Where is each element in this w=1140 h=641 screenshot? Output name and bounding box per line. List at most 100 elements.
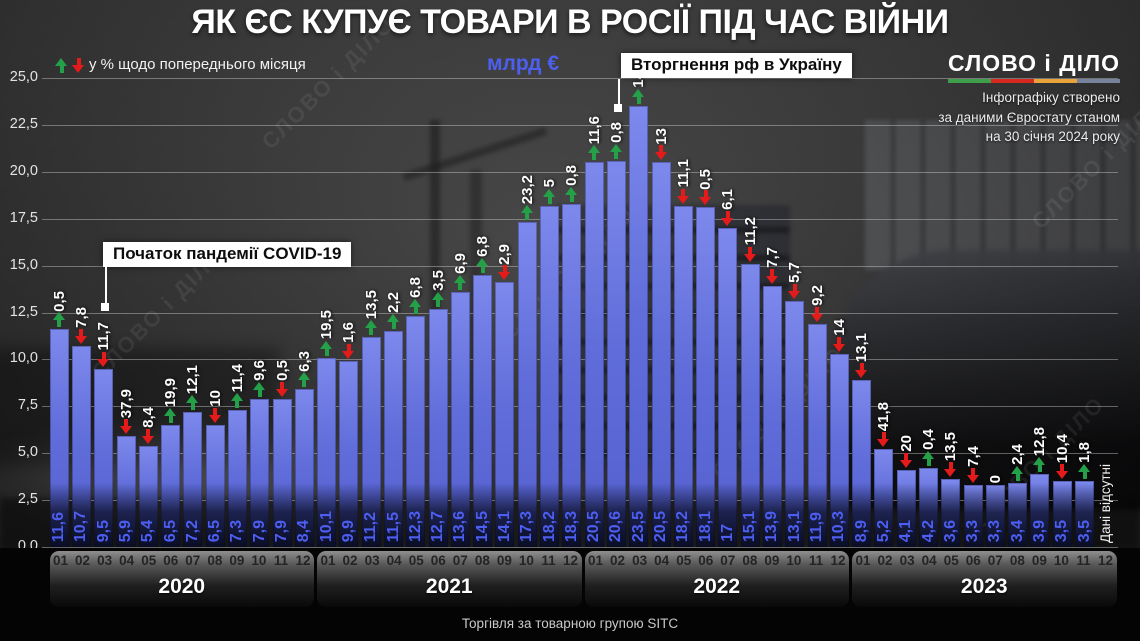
pct-change-text: 2,4 — [1009, 444, 1027, 466]
bar-2022-05 — [673, 205, 693, 548]
bar-2021-10 — [517, 222, 537, 547]
bar-2020-09 — [227, 410, 247, 547]
pct-legend: у % щодо попереднього місяця — [55, 56, 306, 73]
pct-change-2021-03: 13,5 — [361, 290, 381, 335]
value-label-2020-08: 6,5 — [206, 519, 224, 542]
month-label: 05 — [141, 553, 157, 568]
no-data-label: Дані відсутні — [1097, 463, 1113, 543]
pct-change-2021-01: 19,5 — [317, 310, 337, 356]
value-label-2023-11: 3,5 — [1075, 519, 1093, 542]
value-label-2020-12: 8,4 — [295, 519, 313, 542]
pct-change-2020-04: 37,9 — [116, 389, 136, 435]
down-arrow-icon — [966, 468, 980, 484]
pct-change-2022-09: 7,7 — [762, 247, 782, 285]
bar-2022-08 — [740, 263, 760, 548]
y-tick-label: 5,0 — [17, 444, 38, 461]
value-label-2020-03: 9,5 — [94, 519, 112, 542]
month-label: 12 — [563, 553, 579, 568]
value-label-2021-01: 10,1 — [317, 510, 335, 542]
month-label: 01 — [53, 553, 69, 568]
pct-change-text: 1,6 — [340, 322, 358, 344]
value-label-2021-10: 17,3 — [518, 510, 536, 542]
month-label: 06 — [163, 553, 179, 568]
pct-change-text: 19,5 — [318, 310, 336, 340]
bar-2021-06 — [428, 308, 448, 548]
pct-change-text: 6,8 — [474, 236, 492, 257]
logo: СЛОВО і ДІЛО — [948, 50, 1121, 83]
month-label: 04 — [386, 553, 402, 568]
logo-underline-red — [991, 79, 1035, 83]
y-tick-label: 12,5 — [9, 303, 38, 320]
pct-change-text: 5,7 — [786, 262, 804, 284]
pct-change-text: 6,8 — [407, 277, 425, 299]
pct-change-2021-06: 3,5 — [428, 270, 448, 307]
up-arrow-icon — [587, 145, 601, 161]
up-arrow-icon — [164, 408, 177, 424]
y-tick-label: 7,5 — [17, 397, 38, 414]
pct-change-2022-07: 6,1 — [718, 189, 738, 227]
value-label-2022-06: 18,1 — [696, 510, 714, 542]
value-label-2020-10: 7,9 — [250, 519, 268, 542]
month-label: 12 — [830, 553, 846, 568]
bar-2020-05 — [138, 445, 158, 548]
value-label-2022-10: 13,1 — [785, 510, 803, 542]
gridline — [42, 171, 1118, 173]
month-label: 11 — [1076, 553, 1091, 568]
bar-2020-08 — [205, 425, 225, 547]
gridline — [42, 547, 1118, 548]
bar-2021-05 — [406, 316, 426, 547]
up-arrow-icon — [1033, 456, 1046, 472]
pct-change-text: 8,4 — [139, 406, 157, 428]
photo-crane — [430, 120, 440, 450]
bar-2022-07 — [718, 228, 738, 547]
pct-change-text: 0,8 — [563, 164, 581, 186]
y-tick-label: 2,5 — [17, 491, 38, 508]
pct-change-text: 37,9 — [117, 389, 135, 419]
value-label-2023-06: 3,3 — [964, 519, 982, 542]
up-arrow-icon — [186, 394, 199, 410]
bar-2022-10 — [785, 301, 805, 547]
pct-change-text: 6,1 — [719, 189, 737, 211]
bar-2020-12 — [294, 389, 314, 547]
bar-2022-09 — [762, 286, 782, 547]
pct-change-2023-05: 13,5 — [941, 432, 961, 478]
year-label: 2023 — [960, 575, 1008, 598]
month-label: 04 — [654, 553, 670, 568]
month-label: 08 — [1009, 553, 1025, 568]
up-arrow-icon — [253, 381, 266, 397]
up-arrow-icon — [364, 319, 378, 335]
down-arrow-icon — [832, 336, 846, 352]
pct-change-text: 2,9 — [496, 243, 514, 265]
bar-2020-10 — [250, 398, 270, 548]
pct-change-2020-05: 8,4 — [138, 407, 158, 444]
month-labels: 01 02 03 04 05 06 07 08 09 10 11 12 — [852, 551, 1117, 573]
pct-change-text: 7,4 — [964, 446, 982, 468]
down-arrow-icon — [855, 363, 868, 379]
value-label-2021-07: 13,6 — [451, 510, 469, 542]
up-arrow-icon — [922, 451, 935, 467]
value-label-2022-03: 23,5 — [629, 510, 647, 542]
down-arrow-icon — [654, 145, 668, 161]
pct-change-text: 13 — [652, 127, 670, 145]
annotation-invasion-marker — [614, 104, 622, 112]
month-label: 10 — [1053, 553, 1069, 568]
pct-change-text: 11,7 — [95, 322, 113, 351]
bar-2021-04 — [384, 331, 404, 547]
year-panels: 01 02 03 04 05 06 07 08 09 10 11 12 2020 01 02 03 04 05 06… — [48, 551, 1118, 607]
pct-change-text: 7,8 — [72, 307, 90, 329]
y-axis: 25,0 22,5 20,0 17,5 15,0 12,5 10,0 7,5 5,0 2,5 0,0 — [0, 69, 44, 554]
month-label: 10 — [786, 553, 802, 568]
month-label: 01 — [855, 553, 871, 568]
month-label: 01 — [588, 553, 604, 568]
bar-2021-09 — [495, 282, 515, 547]
logo-underline-green — [948, 79, 992, 83]
pct-change-text: 0,5 — [273, 359, 291, 381]
bar-2022-03 — [629, 106, 649, 547]
pct-change-text: 11,6 — [585, 116, 603, 145]
value-label-2023-03: 4,1 — [897, 519, 915, 542]
pct-change-2023-06: 7,4 — [963, 446, 983, 484]
month-label: 06 — [698, 553, 714, 568]
up-arrow-icon — [609, 143, 623, 159]
pct-change-2023-07: 0 — [985, 475, 1005, 483]
